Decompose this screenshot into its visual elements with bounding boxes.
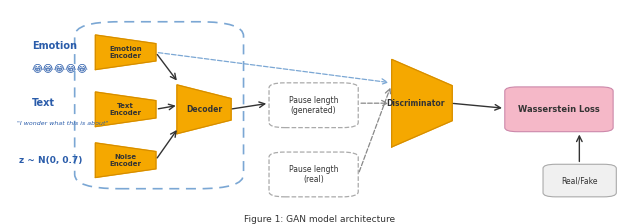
Text: 😂😂😂😂😂: 😂😂😂😂😂 bbox=[32, 64, 89, 73]
Text: z ~ N(0, 0.7): z ~ N(0, 0.7) bbox=[19, 156, 83, 165]
Polygon shape bbox=[392, 59, 452, 147]
Text: Wasserstein Loss: Wasserstein Loss bbox=[518, 105, 600, 114]
Text: "I wonder what this is about": "I wonder what this is about" bbox=[17, 121, 109, 126]
Text: Text: Text bbox=[32, 98, 55, 108]
Polygon shape bbox=[95, 143, 156, 177]
Text: Text
Encoder: Text Encoder bbox=[109, 103, 141, 116]
Polygon shape bbox=[95, 35, 156, 70]
FancyBboxPatch shape bbox=[505, 87, 613, 132]
Text: Real/Fake: Real/Fake bbox=[561, 176, 598, 185]
Text: Noise
Encoder: Noise Encoder bbox=[109, 154, 141, 167]
Text: Decoder: Decoder bbox=[186, 105, 222, 114]
Text: Pause length
(real): Pause length (real) bbox=[289, 165, 339, 184]
Polygon shape bbox=[177, 85, 231, 134]
Text: Pause length
(generated): Pause length (generated) bbox=[289, 95, 339, 115]
Text: Emotion: Emotion bbox=[32, 41, 77, 51]
Polygon shape bbox=[95, 92, 156, 127]
Text: Figure 1: GAN model architecture: Figure 1: GAN model architecture bbox=[244, 215, 396, 224]
FancyBboxPatch shape bbox=[543, 164, 616, 197]
Text: Emotion
Encoder: Emotion Encoder bbox=[109, 46, 142, 59]
Text: Discriminator: Discriminator bbox=[387, 99, 445, 108]
